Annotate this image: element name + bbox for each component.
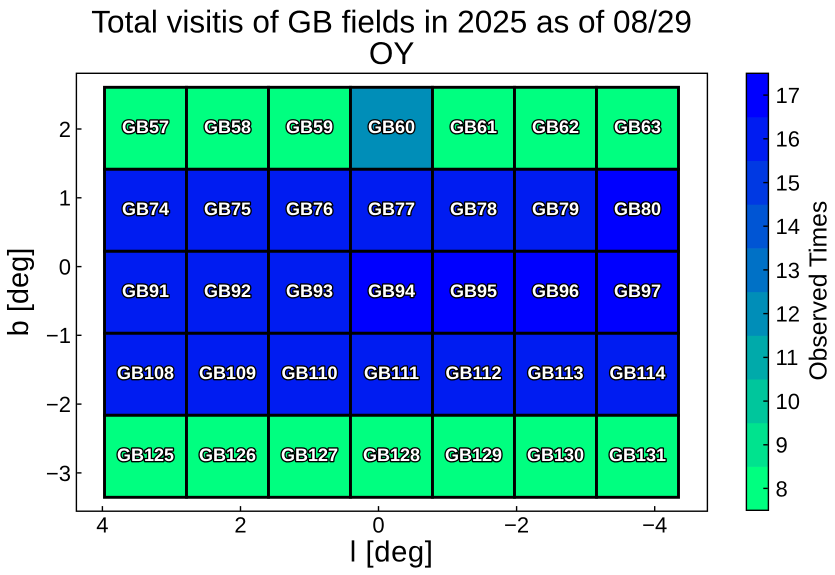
svg-text:−2: −2: [504, 513, 529, 538]
svg-text:GB110: GB110: [281, 363, 337, 383]
svg-text:GB80: GB80: [614, 199, 661, 219]
svg-text:GB58: GB58: [204, 117, 251, 137]
svg-text:GB131: GB131: [609, 445, 666, 465]
svg-text:12: 12: [776, 302, 800, 327]
svg-text:14: 14: [776, 214, 800, 239]
svg-text:GB74: GB74: [122, 199, 169, 219]
svg-text:GB113: GB113: [527, 363, 583, 383]
svg-text:GB125: GB125: [117, 445, 174, 465]
svg-text:GB60: GB60: [368, 117, 415, 137]
svg-text:OY: OY: [369, 35, 415, 71]
svg-text:13: 13: [776, 258, 800, 283]
svg-text:GB78: GB78: [450, 199, 497, 219]
svg-text:GB109: GB109: [199, 363, 256, 383]
svg-text:11: 11: [776, 345, 799, 370]
svg-text:GB94: GB94: [368, 281, 415, 301]
svg-text:0: 0: [372, 513, 384, 538]
svg-text:GB92: GB92: [204, 281, 251, 301]
svg-text:15: 15: [776, 171, 800, 196]
svg-text:4: 4: [96, 513, 108, 538]
svg-text:GB127: GB127: [281, 445, 338, 465]
svg-text:Observed Times: Observed Times: [806, 201, 833, 381]
svg-text:GB130: GB130: [527, 445, 584, 465]
svg-text:GB128: GB128: [363, 445, 420, 465]
svg-text:GB63: GB63: [614, 117, 661, 137]
svg-text:GB62: GB62: [532, 117, 579, 137]
svg-text:−4: −4: [642, 513, 667, 538]
svg-text:GB111: GB111: [364, 363, 419, 383]
svg-text:GB75: GB75: [204, 199, 251, 219]
svg-text:−3: −3: [46, 461, 71, 486]
svg-text:GB97: GB97: [614, 281, 661, 301]
svg-text:GB76: GB76: [286, 199, 333, 219]
svg-text:Total visitis of GB fields in: Total visitis of GB fields in 2025 as of…: [91, 3, 692, 39]
svg-text:GB61: GB61: [450, 117, 497, 137]
svg-text:16: 16: [776, 127, 800, 152]
svg-text:GB114: GB114: [609, 363, 665, 383]
svg-text:1: 1: [59, 186, 71, 211]
svg-text:l [deg]: l [deg]: [350, 537, 434, 569]
svg-text:GB93: GB93: [286, 281, 333, 301]
svg-text:GB108: GB108: [117, 363, 174, 383]
svg-text:2: 2: [234, 513, 246, 538]
svg-text:9: 9: [776, 433, 788, 458]
svg-text:17: 17: [776, 83, 800, 108]
svg-text:GB79: GB79: [532, 199, 579, 219]
svg-text:0: 0: [59, 255, 71, 280]
svg-text:GB112: GB112: [445, 363, 501, 383]
svg-text:b [deg]: b [deg]: [3, 248, 35, 337]
svg-text:8: 8: [776, 476, 788, 501]
svg-text:GB129: GB129: [445, 445, 502, 465]
svg-text:GB59: GB59: [286, 117, 333, 137]
svg-text:−1: −1: [46, 323, 71, 348]
svg-text:−2: −2: [46, 392, 71, 417]
svg-text:2: 2: [59, 117, 71, 142]
svg-text:GB91: GB91: [122, 281, 169, 301]
svg-text:GB96: GB96: [532, 281, 579, 301]
svg-text:10: 10: [776, 389, 800, 414]
svg-text:GB126: GB126: [199, 445, 256, 465]
svg-text:GB57: GB57: [122, 117, 169, 137]
svg-text:GB95: GB95: [450, 281, 497, 301]
svg-text:GB77: GB77: [368, 199, 415, 219]
